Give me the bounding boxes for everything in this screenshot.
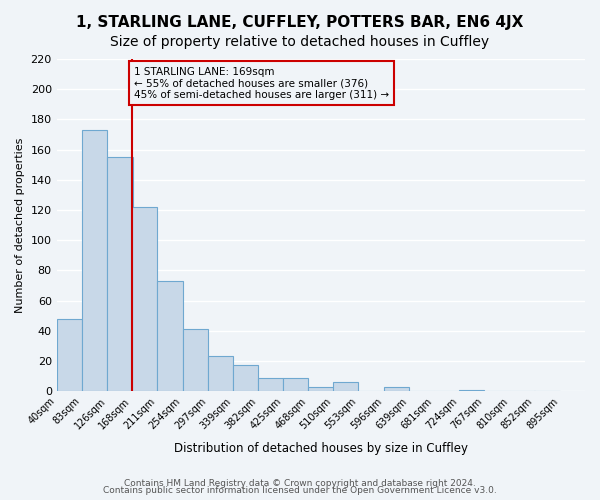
Bar — [384, 386, 409, 391]
Bar — [233, 366, 258, 391]
Text: Contains HM Land Registry data © Crown copyright and database right 2024.: Contains HM Land Registry data © Crown c… — [124, 478, 476, 488]
Text: 1 STARLING LANE: 169sqm
← 55% of detached houses are smaller (376)
45% of semi-d: 1 STARLING LANE: 169sqm ← 55% of detache… — [134, 66, 389, 100]
Bar — [157, 281, 182, 391]
Bar — [107, 157, 133, 391]
Text: Contains public sector information licensed under the Open Government Licence v3: Contains public sector information licen… — [103, 486, 497, 495]
Bar — [459, 390, 484, 391]
Bar — [333, 382, 358, 391]
Bar — [283, 378, 308, 391]
Text: Size of property relative to detached houses in Cuffley: Size of property relative to detached ho… — [110, 35, 490, 49]
Bar — [132, 207, 157, 391]
Bar — [208, 356, 233, 391]
Bar — [82, 130, 107, 391]
Bar — [182, 329, 208, 391]
Bar — [308, 386, 334, 391]
Y-axis label: Number of detached properties: Number of detached properties — [15, 138, 25, 312]
Bar — [56, 318, 82, 391]
Text: 1, STARLING LANE, CUFFLEY, POTTERS BAR, EN6 4JX: 1, STARLING LANE, CUFFLEY, POTTERS BAR, … — [76, 15, 524, 30]
Bar — [258, 378, 283, 391]
X-axis label: Distribution of detached houses by size in Cuffley: Distribution of detached houses by size … — [174, 442, 468, 455]
